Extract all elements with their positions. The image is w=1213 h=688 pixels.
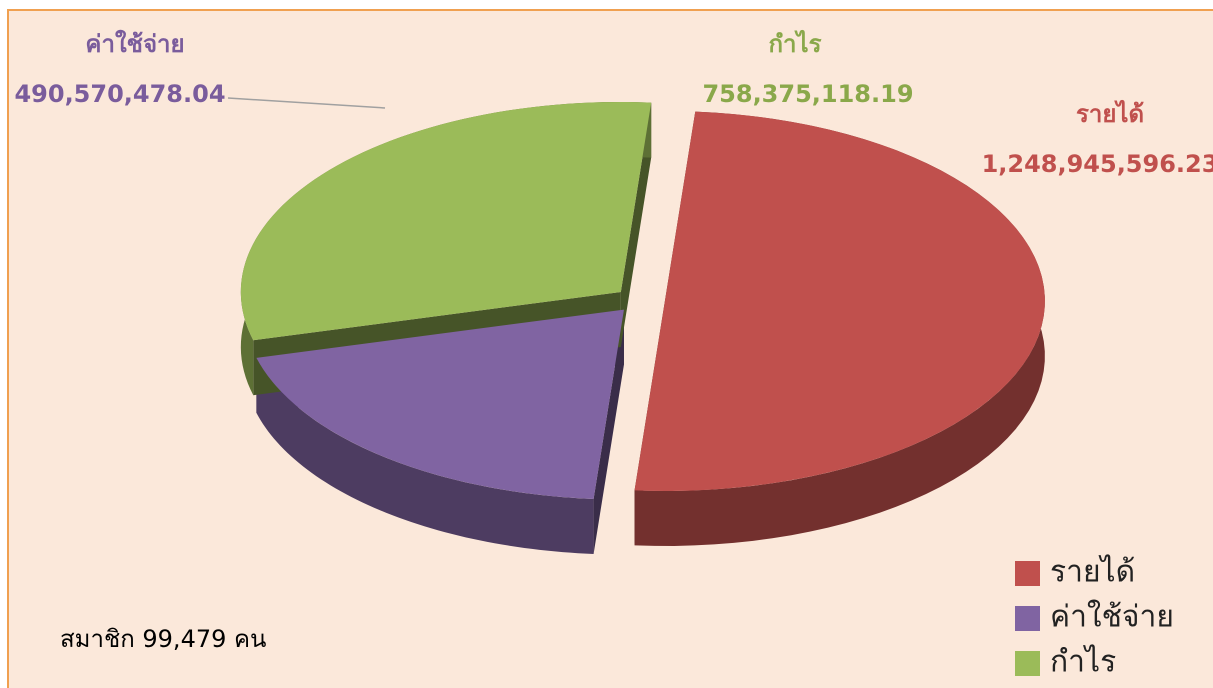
data-label: 490,570,478.04 (14, 80, 225, 108)
slice-side (256, 357, 594, 554)
annotation: สมาชิก 99,479 คน (60, 625, 266, 653)
data-label-name: กำไร (769, 29, 822, 58)
legend-swatch (1015, 561, 1040, 586)
leader-line (227, 97, 386, 109)
legend-swatch (1015, 606, 1040, 631)
legend-label: กำไร (1050, 644, 1116, 680)
slice-wall (593, 309, 624, 554)
legend-swatch (1015, 651, 1040, 676)
data-label-name: รายได้ (1076, 99, 1144, 128)
data-label: 1,248,945,596.23 (982, 150, 1213, 178)
slice-wall (620, 102, 652, 347)
slice (256, 309, 624, 499)
legend-label: รายได้ (1050, 554, 1135, 590)
legend-label: ค่าใช้จ่าย (1050, 600, 1174, 635)
slice (634, 111, 1045, 491)
data-label: 758,375,118.19 (702, 80, 913, 108)
data-label-name: ค่าใช้จ่าย (85, 29, 184, 58)
slice (240, 101, 652, 341)
